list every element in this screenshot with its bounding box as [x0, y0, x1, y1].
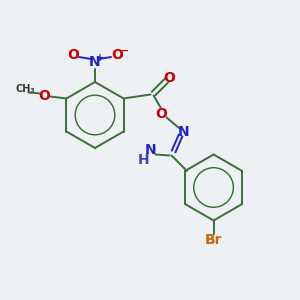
- Text: O: O: [111, 48, 123, 62]
- Text: N: N: [89, 55, 101, 69]
- Text: −: −: [120, 46, 130, 56]
- Text: O: O: [164, 70, 175, 85]
- Text: N: N: [178, 124, 189, 139]
- Text: CH₃: CH₃: [16, 85, 35, 94]
- Text: O: O: [67, 48, 79, 62]
- Text: N: N: [145, 143, 156, 158]
- Text: Br: Br: [205, 233, 222, 248]
- Text: O: O: [38, 88, 50, 103]
- Text: +: +: [96, 53, 104, 63]
- Text: H: H: [138, 154, 149, 167]
- Text: O: O: [156, 106, 167, 121]
